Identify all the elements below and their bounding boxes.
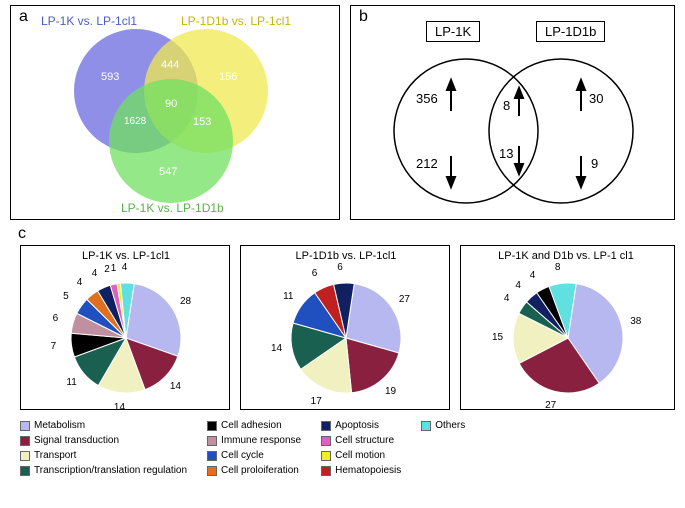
- pie-slice-label: 15: [492, 332, 503, 343]
- legend-item: Cell cycle: [207, 450, 301, 461]
- pie3-svg: [461, 246, 676, 411]
- legend-item: Hematopoiesis: [321, 465, 401, 476]
- legend-swatch: [207, 466, 217, 476]
- legend-swatch: [20, 466, 30, 476]
- pie2-svg: [241, 246, 451, 411]
- pie-slice-label: 4: [122, 262, 128, 273]
- legend-swatch: [321, 436, 331, 446]
- legend-label: Cell adhesion: [221, 420, 282, 431]
- legend-label: Cell structure: [335, 435, 394, 446]
- legend: Metabolism Signal transduction Transport Tr…: [20, 420, 680, 476]
- pie-slice-label: 14: [170, 381, 181, 392]
- vb-left-up: 356: [416, 91, 438, 106]
- venn-a-int23: 153: [193, 116, 211, 128]
- legend-swatch: [321, 421, 331, 431]
- vb-mid-down: 13: [499, 146, 513, 161]
- legend-swatch: [321, 451, 331, 461]
- venn-a-int13: 1628: [124, 116, 146, 127]
- vb-right-down: 9: [591, 156, 598, 171]
- legend-swatch: [207, 421, 217, 431]
- legend-swatch: [207, 436, 217, 446]
- legend-label: Hematopoiesis: [335, 465, 401, 476]
- pie-slice-label: 6: [337, 262, 343, 273]
- panel-c-pie3: LP-1K and D1b vs. LP-1 cl1 3827154448: [460, 245, 675, 410]
- vb-mid-up: 8: [503, 98, 510, 113]
- legend-item: Metabolism: [20, 420, 187, 431]
- venn-b-svg: [351, 6, 676, 221]
- pie-slice-label: 14: [271, 343, 282, 354]
- venn-a-svg: [11, 6, 341, 221]
- legend-swatch: [421, 421, 431, 431]
- legend-item: Others: [421, 420, 465, 431]
- legend-label: Transcription/translation regulation: [34, 465, 187, 476]
- legend-swatch: [20, 436, 30, 446]
- pie-slice-label: 4: [504, 293, 510, 304]
- legend-swatch: [20, 451, 30, 461]
- legend-label: Signal transduction: [34, 435, 119, 446]
- pie-slice-label: 27: [545, 400, 556, 411]
- pie-slice-label: 28: [180, 296, 191, 307]
- legend-item: Cell motion: [321, 450, 401, 461]
- pie-slice-label: 7: [51, 341, 57, 352]
- legend-swatch: [207, 451, 217, 461]
- pie-slice-label: 19: [385, 386, 396, 397]
- panel-a: a LP-1K vs. LP-1cl1 LP-1D1b vs. LP-1cl1 …: [10, 5, 340, 220]
- venn-a-only3: 547: [159, 166, 177, 178]
- pie-slice-label: 38: [630, 316, 641, 327]
- legend-item: Apoptosis: [321, 420, 401, 431]
- legend-label: Cell cycle: [221, 450, 264, 461]
- legend-label: Metabolism: [34, 420, 85, 431]
- legend-label: Cell proloiferation: [221, 465, 299, 476]
- pie-slice-label: 4: [77, 277, 83, 288]
- legend-item: Transcription/translation regulation: [20, 465, 187, 476]
- legend-label: Immune response: [221, 435, 301, 446]
- legend-item: Immune response: [207, 435, 301, 446]
- pie-slice-label: 1: [111, 263, 117, 274]
- panel-c-pie1: LP-1K vs. LP-1cl1 2814141176544214: [20, 245, 230, 410]
- legend-item: Cell proloiferation: [207, 465, 301, 476]
- venn-a-only1: 593: [101, 71, 119, 83]
- pie-slice-label: 6: [53, 313, 59, 324]
- venn-a-int12: 444: [161, 59, 179, 71]
- legend-label: Others: [435, 420, 465, 431]
- pie-slice-label: 27: [399, 294, 410, 305]
- legend-item: Transport: [20, 450, 187, 461]
- pie-slice-label: 6: [312, 268, 318, 279]
- legend-item: Cell adhesion: [207, 420, 301, 431]
- panel-c-pie2: LP-1D1b vs. LP-1cl1 271917141166: [240, 245, 450, 410]
- panel-b: b LP-1K LP-1D1b 356 212 30 9 8 13: [350, 5, 675, 220]
- panel-c-label: c: [18, 225, 26, 243]
- legend-item: Cell structure: [321, 435, 401, 446]
- pie-slice-label: 8: [555, 262, 561, 273]
- vb-right-up: 30: [589, 91, 603, 106]
- legend-swatch: [20, 421, 30, 431]
- pie-slice-label: 11: [283, 291, 293, 302]
- pie-slice-label: 11: [66, 377, 76, 388]
- pie-slice-label: 14: [114, 402, 125, 413]
- venn-a-center: 90: [165, 98, 177, 110]
- pie-slice-label: 4: [515, 280, 521, 291]
- pie-slice-label: 5: [63, 291, 69, 302]
- legend-label: Transport: [34, 450, 76, 461]
- pie-slice-label: 4: [92, 268, 98, 279]
- pie-slice-label: 4: [530, 270, 536, 281]
- legend-label: Cell motion: [335, 450, 385, 461]
- vb-left-down: 212: [416, 156, 438, 171]
- pie-slice-label: 2: [104, 264, 110, 275]
- legend-swatch: [321, 466, 331, 476]
- pie-slice-label: 17: [311, 396, 322, 407]
- legend-item: Signal transduction: [20, 435, 187, 446]
- legend-label: Apoptosis: [335, 420, 379, 431]
- venn-a-only2: 156: [219, 71, 237, 83]
